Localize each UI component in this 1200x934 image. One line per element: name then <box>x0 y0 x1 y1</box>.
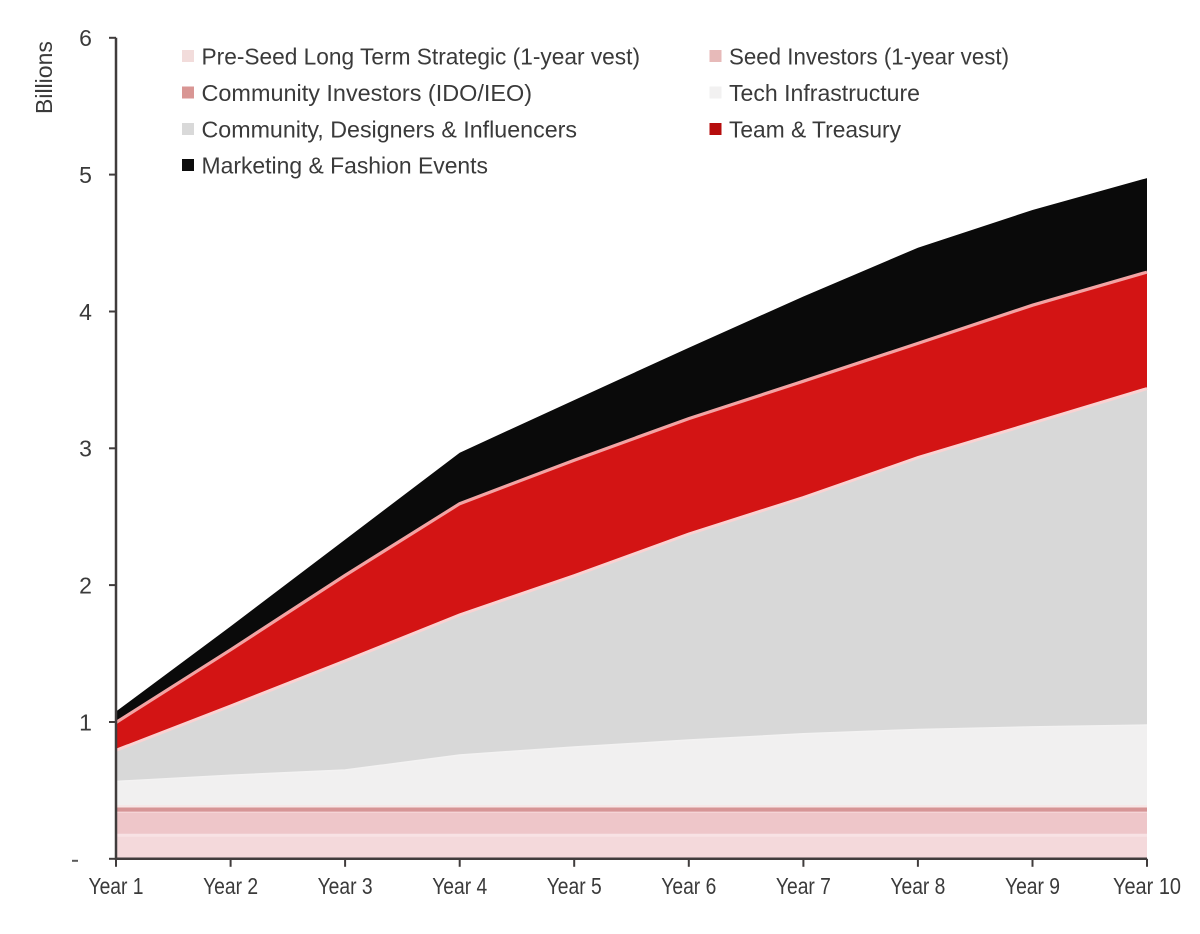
svg-text:Tech Infrastructure: Tech Infrastructure <box>729 80 920 106</box>
svg-text:Year 6: Year 6 <box>661 873 716 899</box>
svg-text:Pre-Seed Long Term Strategic (: Pre-Seed Long Term Strategic (1-year ves… <box>202 43 641 69</box>
svg-text:3: 3 <box>79 436 92 462</box>
svg-text:4: 4 <box>79 299 92 325</box>
svg-text:Year 7: Year 7 <box>776 873 831 899</box>
svg-text:Community Investors (IDO/IEO): Community Investors (IDO/IEO) <box>202 80 533 106</box>
svg-text:Billions: Billions <box>31 41 57 114</box>
svg-text:Year 3: Year 3 <box>318 873 373 899</box>
svg-text:Year 8: Year 8 <box>890 873 945 899</box>
svg-text:Community, Designers & Influen: Community, Designers & Influencers <box>202 116 578 142</box>
svg-text:Year 2: Year 2 <box>203 873 258 899</box>
svg-text:5: 5 <box>79 162 92 188</box>
svg-text:Year 4: Year 4 <box>432 873 487 899</box>
svg-text:6: 6 <box>79 25 92 51</box>
svg-text:2: 2 <box>79 573 92 599</box>
svg-text:1: 1 <box>79 709 92 735</box>
svg-text:Marketing & Fashion Events: Marketing & Fashion Events <box>202 152 489 178</box>
svg-text:Seed Investors (1-year vest): Seed Investors (1-year vest) <box>729 43 1009 69</box>
svg-text:Team & Treasury: Team & Treasury <box>729 116 901 142</box>
svg-text:Year 1: Year 1 <box>89 873 144 899</box>
svg-text:Year 10: Year 10 <box>1113 873 1181 899</box>
svg-text:Year 9: Year 9 <box>1005 873 1060 899</box>
svg-text:Year 5: Year 5 <box>547 873 602 899</box>
